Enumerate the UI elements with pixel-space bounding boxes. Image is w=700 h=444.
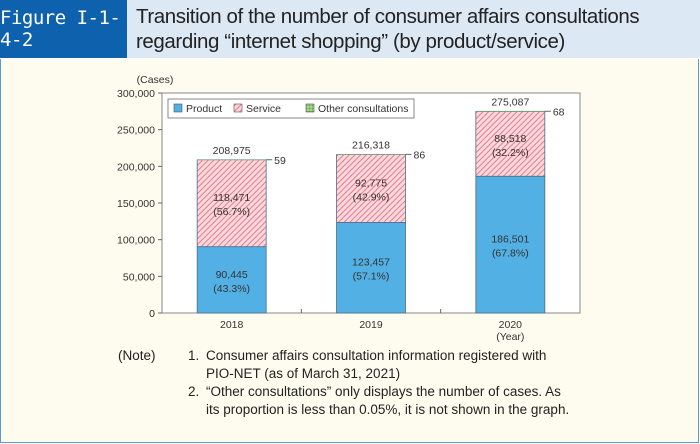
legend-swatch [173, 103, 183, 113]
other-label: 68 [553, 106, 565, 118]
notes: (Note) 1. Consumer affairs consultation i… [118, 347, 569, 419]
bar-other-consultations [197, 159, 267, 161]
legend-label: Other consultations [318, 103, 408, 115]
y-tick-label: 300,000 [117, 88, 155, 100]
y-tick-label: 50,000 [123, 271, 155, 283]
y-axis-label: (Cases) [137, 74, 174, 86]
data-label-percent: (57.1%) [353, 271, 390, 283]
note-text: Consumer affairs consultation informatio… [206, 348, 547, 363]
note-text: its proportion is less than 0.05%, it is… [206, 402, 570, 417]
data-label-percent: (43.3%) [213, 283, 250, 295]
data-label: 123,457 [352, 257, 390, 269]
note-number: 1. [188, 348, 200, 363]
y-tick-label: 250,000 [117, 125, 155, 137]
legend-label: Product [186, 103, 222, 115]
total-label: 216,318 [352, 139, 390, 151]
x-tick-label: 2018 [220, 319, 244, 331]
data-label-percent: (67.8%) [492, 248, 529, 260]
legend-swatch [305, 103, 315, 113]
y-tick-label: 100,000 [117, 235, 155, 247]
data-label-percent: (42.9%) [353, 191, 390, 203]
bar-service [475, 110, 546, 177]
x-axis-label: (Year) [496, 331, 524, 343]
note-text: “Other consultations” only displays the … [206, 384, 561, 399]
chart-title: Transition of the number of consumer aff… [136, 4, 640, 54]
data-label: 88,518 [494, 133, 526, 145]
bar-service [336, 154, 406, 223]
x-tick-label: 2020 [499, 319, 523, 331]
data-label: 118,471 [213, 192, 250, 204]
data-label-percent: (32.2%) [492, 147, 529, 159]
note-number: 2. [188, 384, 200, 399]
bar-service [196, 159, 267, 248]
other-label: 59 [274, 155, 286, 167]
data-label: 90,445 [216, 269, 248, 281]
title-line-1: Transition of the number of consumer aff… [136, 5, 640, 28]
note-text: PIO-NET (as of March 31, 2021) [206, 366, 401, 381]
notes-label: (Note) [118, 348, 156, 363]
y-tick-label: 150,000 [117, 198, 155, 210]
figure-label: Figure I-1-4-2 [0, 0, 127, 58]
bar-product [475, 175, 546, 314]
y-tick-label: 200,000 [117, 161, 155, 173]
data-label: 186,501 [491, 234, 529, 246]
bar-product [336, 222, 406, 314]
total-label: 275,087 [491, 96, 529, 108]
bar-other-consultations [336, 154, 406, 155]
legend [167, 98, 415, 119]
bar-other-consultations [475, 111, 545, 112]
data-label-percent: (56.7%) [213, 206, 250, 218]
title-line-2: regarding “internet shopping” (by produc… [136, 30, 565, 53]
y-tick-label: 0 [149, 308, 155, 320]
legend-swatch [233, 103, 243, 113]
header: Figure I-1-4-2 Transition of the number … [0, 0, 700, 58]
x-tick-label: 2019 [359, 319, 383, 331]
total-label: 208,975 [213, 145, 251, 157]
legend-label: Service [246, 103, 281, 115]
data-label: 92,775 [355, 177, 387, 189]
other-label: 86 [414, 149, 426, 161]
